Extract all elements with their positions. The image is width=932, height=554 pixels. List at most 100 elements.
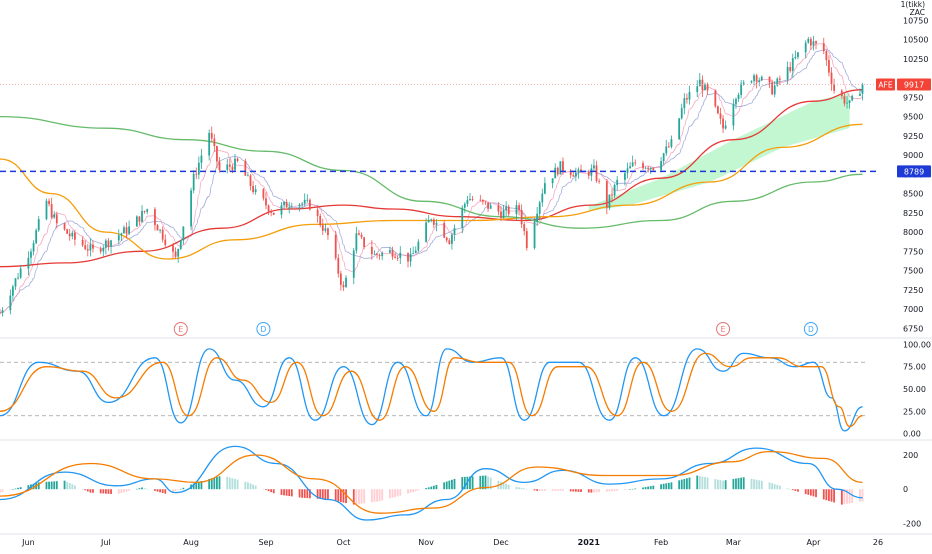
candle[interactable]: [647, 165, 650, 173]
candle[interactable]: [714, 89, 717, 108]
candle[interactable]: [466, 195, 469, 207]
candle[interactable]: [104, 238, 107, 255]
candle[interactable]: [298, 203, 301, 212]
candle[interactable]: [117, 229, 120, 245]
candle[interactable]: [598, 178, 601, 184]
candle[interactable]: [453, 224, 456, 241]
candle[interactable]: [334, 230, 337, 261]
candle[interactable]: [469, 192, 471, 201]
candle[interactable]: [290, 202, 293, 209]
candle[interactable]: [81, 236, 84, 248]
candle[interactable]: [804, 40, 807, 59]
stochastic-d-line[interactable]: [0, 352, 863, 428]
candle[interactable]: [716, 105, 719, 115]
candle[interactable]: [339, 270, 342, 291]
candle[interactable]: [35, 228, 38, 245]
candle[interactable]: [489, 203, 492, 209]
candle[interactable]: [12, 284, 14, 302]
candle[interactable]: [500, 206, 502, 222]
candle[interactable]: [755, 73, 758, 89]
candle[interactable]: [822, 37, 825, 55]
candle[interactable]: [706, 82, 709, 96]
candle[interactable]: [327, 227, 329, 240]
candle[interactable]: [660, 157, 662, 173]
candle[interactable]: [543, 177, 546, 195]
candle[interactable]: [308, 198, 311, 211]
candle[interactable]: [613, 183, 616, 198]
candle[interactable]: [358, 230, 360, 236]
candle[interactable]: [536, 207, 539, 226]
candle[interactable]: [303, 193, 306, 207]
candle[interactable]: [236, 157, 239, 163]
candle[interactable]: [776, 77, 779, 87]
candle[interactable]: [861, 82, 864, 101]
candle[interactable]: [740, 79, 743, 99]
candle[interactable]: [463, 202, 466, 214]
candle[interactable]: [154, 207, 156, 231]
dividend-event-marker[interactable]: D: [803, 322, 818, 336]
candle[interactable]: [345, 275, 347, 288]
candle[interactable]: [502, 204, 505, 219]
candle[interactable]: [791, 53, 794, 78]
earnings-event-marker[interactable]: E: [716, 322, 731, 336]
candle[interactable]: [99, 246, 102, 254]
candle[interactable]: [270, 209, 273, 217]
candle[interactable]: [30, 248, 32, 265]
candle[interactable]: [461, 205, 464, 234]
macd-signal-line[interactable]: [0, 450, 863, 514]
macd-line[interactable]: [0, 445, 863, 521]
candle[interactable]: [786, 61, 789, 85]
candle[interactable]: [815, 40, 817, 50]
last-price-badge[interactable]: AFE 9917: [876, 78, 931, 91]
candle[interactable]: [174, 247, 177, 259]
candle[interactable]: [234, 154, 236, 171]
candle[interactable]: [435, 219, 438, 232]
candle[interactable]: [520, 204, 523, 229]
candle[interactable]: [73, 229, 76, 246]
candle[interactable]: [574, 167, 577, 182]
candle[interactable]: [678, 117, 681, 141]
candle[interactable]: [267, 204, 270, 216]
candle[interactable]: [285, 199, 288, 208]
candle[interactable]: [228, 158, 231, 172]
candle[interactable]: [843, 92, 846, 107]
candle[interactable]: [593, 159, 595, 170]
candle[interactable]: [538, 200, 541, 221]
candle[interactable]: [789, 61, 792, 73]
candle[interactable]: [807, 36, 810, 44]
candle[interactable]: [146, 208, 149, 215]
candle[interactable]: [252, 180, 254, 195]
candle[interactable]: [89, 238, 92, 257]
candle[interactable]: [182, 226, 185, 245]
candle[interactable]: [195, 167, 198, 180]
candle[interactable]: [128, 220, 131, 236]
candle[interactable]: [407, 252, 409, 268]
price-axis[interactable]: 1075010500102509750950092509000875085008…: [876, 16, 931, 528]
candle[interactable]: [732, 98, 735, 131]
candle[interactable]: [32, 240, 35, 256]
candle[interactable]: [53, 211, 56, 220]
candle[interactable]: [1, 307, 4, 317]
candle[interactable]: [138, 216, 141, 226]
candle[interactable]: [722, 114, 724, 134]
candle[interactable]: [370, 240, 373, 260]
candle[interactable]: [851, 94, 854, 102]
candle[interactable]: [631, 155, 634, 168]
candle[interactable]: [556, 166, 559, 177]
candle[interactable]: [306, 194, 309, 203]
level-badge[interactable]: 8789: [897, 165, 931, 178]
candle[interactable]: [515, 200, 518, 221]
candle[interactable]: [541, 188, 544, 207]
candle[interactable]: [68, 228, 71, 241]
candle[interactable]: [208, 129, 211, 161]
candle[interactable]: [616, 175, 619, 191]
dividend-event-marker[interactable]: D: [256, 322, 271, 336]
candle[interactable]: [197, 156, 200, 180]
candle[interactable]: [262, 187, 265, 201]
candle[interactable]: [507, 204, 510, 217]
candle[interactable]: [848, 100, 851, 109]
candle[interactable]: [373, 250, 376, 255]
candle[interactable]: [773, 81, 776, 98]
stochastic-k-line[interactable]: [0, 348, 863, 432]
candle[interactable]: [577, 167, 580, 179]
